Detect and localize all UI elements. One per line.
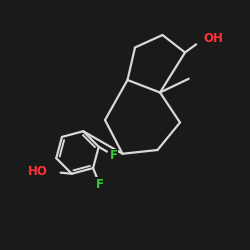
Text: OH: OH: [204, 32, 224, 45]
Text: F: F: [96, 178, 104, 191]
Text: F: F: [110, 149, 118, 162]
Text: HO: HO: [28, 165, 48, 178]
